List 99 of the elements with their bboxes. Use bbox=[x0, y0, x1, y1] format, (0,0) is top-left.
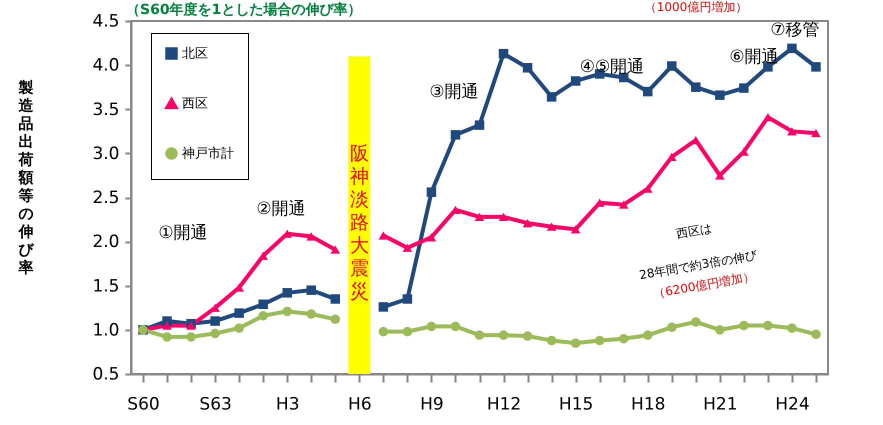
x-tick-label: H21 bbox=[703, 394, 738, 414]
point bbox=[522, 218, 532, 228]
point bbox=[498, 330, 508, 340]
annotation: ③開通 bbox=[429, 82, 479, 102]
point bbox=[715, 171, 725, 180]
point bbox=[450, 130, 460, 140]
annotation: ①開通 bbox=[158, 223, 208, 243]
point bbox=[186, 321, 196, 330]
text: 製造品出荷額等の伸び率 bbox=[18, 78, 34, 276]
point bbox=[474, 330, 484, 340]
point bbox=[739, 83, 749, 93]
point bbox=[402, 244, 412, 252]
point bbox=[474, 120, 484, 130]
point bbox=[234, 308, 244, 318]
point bbox=[402, 326, 412, 336]
point bbox=[378, 231, 388, 240]
point bbox=[546, 92, 556, 102]
point bbox=[426, 187, 436, 197]
point bbox=[787, 323, 797, 333]
point bbox=[498, 212, 508, 222]
point bbox=[643, 86, 652, 96]
annotation: ⑦移管 bbox=[770, 20, 820, 40]
point bbox=[811, 62, 821, 72]
point bbox=[594, 336, 604, 346]
point bbox=[282, 288, 292, 298]
y-tick-label: 1.0 bbox=[92, 320, 120, 340]
point bbox=[522, 63, 532, 73]
point bbox=[618, 200, 628, 209]
y-tick-label: 2.0 bbox=[92, 232, 120, 252]
point bbox=[426, 322, 436, 332]
point bbox=[402, 294, 412, 304]
point bbox=[162, 332, 172, 342]
y-tick-label: 4.5 bbox=[92, 12, 120, 32]
point bbox=[691, 82, 701, 92]
legend-label: 西区 bbox=[182, 96, 208, 112]
annotation: ②開通 bbox=[256, 199, 306, 219]
y-tick-label: 1.5 bbox=[92, 276, 120, 296]
point bbox=[522, 331, 532, 341]
point bbox=[787, 127, 797, 136]
point bbox=[763, 113, 773, 122]
legend-label: 北区 bbox=[182, 46, 208, 62]
y-tick-label: 3.0 bbox=[92, 144, 120, 164]
point bbox=[570, 225, 580, 234]
y-tick-label: 2.5 bbox=[92, 188, 120, 208]
point bbox=[667, 152, 677, 162]
point bbox=[643, 330, 652, 340]
point bbox=[763, 320, 773, 330]
x-tick-label: H15 bbox=[558, 394, 594, 414]
y-tick-label: 3.5 bbox=[92, 100, 120, 120]
point bbox=[787, 44, 797, 54]
point bbox=[186, 332, 196, 342]
point bbox=[546, 222, 556, 231]
point bbox=[546, 336, 556, 346]
point bbox=[715, 90, 725, 100]
chart-subtitle: （S60年度を1とした場合の伸び率） bbox=[126, 1, 362, 18]
point bbox=[811, 128, 821, 138]
point bbox=[258, 300, 268, 310]
x-tick-label: H18 bbox=[631, 394, 666, 414]
point bbox=[426, 233, 436, 242]
point bbox=[474, 212, 484, 222]
annotation: 西区は bbox=[675, 220, 713, 242]
point bbox=[570, 76, 580, 86]
x-tick-label: H12 bbox=[486, 394, 522, 414]
point bbox=[450, 322, 460, 332]
x-tick-label: S60 bbox=[127, 394, 160, 414]
point bbox=[498, 48, 508, 58]
x-tick-label: S63 bbox=[199, 394, 232, 414]
point bbox=[739, 320, 749, 330]
x-tick-label: H3 bbox=[276, 394, 300, 414]
point bbox=[667, 322, 677, 332]
annotation: ⑥開通 bbox=[729, 47, 779, 67]
y-tick-label: 0.5 bbox=[92, 364, 120, 384]
point bbox=[306, 285, 316, 295]
point bbox=[330, 245, 340, 254]
x-tick-label: H24 bbox=[775, 394, 810, 414]
point bbox=[330, 294, 340, 304]
point bbox=[234, 323, 244, 333]
point bbox=[210, 316, 220, 326]
text: （1000億円増加） bbox=[644, 0, 748, 14]
point bbox=[691, 317, 701, 327]
point bbox=[258, 311, 268, 320]
legend-label: 神戸市計 bbox=[182, 146, 234, 162]
x-tick-label: H6 bbox=[348, 394, 372, 414]
ref-line-label: 阪神淡路大震災 bbox=[350, 142, 369, 302]
x-tick-label: H9 bbox=[420, 394, 444, 414]
point bbox=[618, 334, 628, 344]
point bbox=[378, 302, 388, 312]
point bbox=[306, 309, 316, 319]
point bbox=[570, 338, 580, 348]
point bbox=[282, 306, 292, 316]
annotation: ④⑤開通 bbox=[580, 57, 644, 77]
point bbox=[811, 330, 821, 340]
point bbox=[210, 328, 220, 338]
point bbox=[330, 314, 340, 324]
y-tick-label: 4.0 bbox=[92, 56, 120, 76]
point bbox=[378, 326, 388, 336]
point bbox=[667, 61, 677, 71]
point bbox=[162, 321, 172, 330]
point bbox=[715, 325, 725, 335]
